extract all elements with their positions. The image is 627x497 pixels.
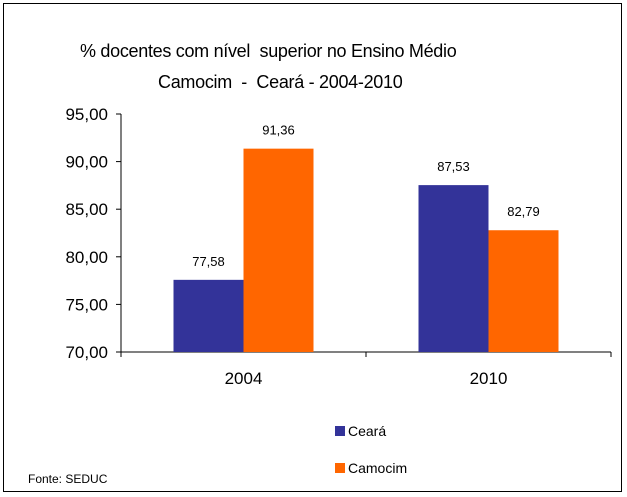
y-tick-label: 90,00 <box>65 153 108 172</box>
legend-label-camocim: Camocim <box>348 460 408 476</box>
data-label: 91,36 <box>262 123 295 138</box>
bar <box>243 148 314 352</box>
legend-item-camocim: Camocim <box>335 460 407 476</box>
data-label: 77,58 <box>192 254 225 269</box>
data-label: 82,79 <box>507 204 540 219</box>
bar <box>173 279 244 352</box>
legend-swatch-ceara <box>335 426 345 436</box>
data-label: 87,53 <box>437 159 470 174</box>
bar <box>418 185 489 352</box>
x-tick-label: 2010 <box>470 369 508 388</box>
legend-item-ceara: Ceará <box>335 423 386 439</box>
bar <box>488 230 559 352</box>
legend-swatch-camocim <box>335 463 345 473</box>
source-note: Fonte: SEDUC <box>28 472 108 486</box>
y-tick-label: 85,00 <box>65 200 108 219</box>
legend-label-ceara: Ceará <box>348 423 387 439</box>
y-tick-label: 75,00 <box>65 295 108 314</box>
y-tick-label: 70,00 <box>65 343 108 362</box>
y-tick-label: 95,00 <box>65 105 108 124</box>
x-tick-label: 2004 <box>225 369 263 388</box>
chart-subtitle: Camocim - Ceará - 2004-2010 <box>158 72 403 92</box>
chart-title: % docentes com nível superior no Ensino … <box>80 41 457 61</box>
y-tick-label: 80,00 <box>65 248 108 267</box>
